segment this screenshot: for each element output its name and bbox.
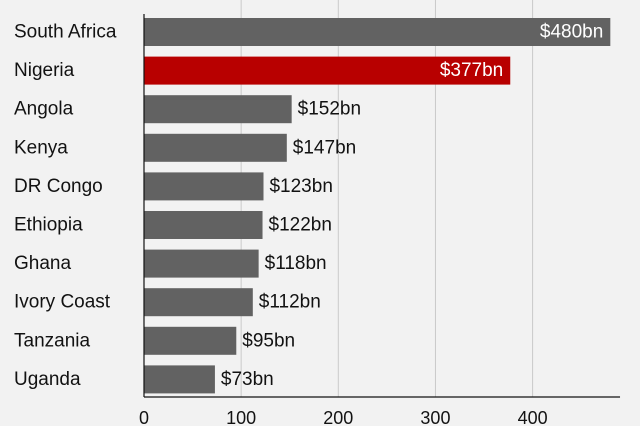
- value-label-ivory-coast: $112bn: [259, 292, 321, 313]
- category-label-angola: Angola: [14, 99, 74, 120]
- bar-ethiopia: [144, 211, 263, 239]
- value-label-dr-congo: $123bn: [269, 176, 332, 197]
- x-tick-label-0: 0: [139, 408, 149, 426]
- category-label-uganda: Uganda: [14, 369, 81, 390]
- x-tick-label-200: 200: [323, 408, 353, 426]
- bar-ivory-coast: [144, 288, 253, 317]
- value-label-ethiopia: $122bn: [269, 215, 332, 236]
- bar-kenya: [144, 133, 287, 162]
- value-label-angola: $152bn: [298, 99, 361, 120]
- category-label-ethiopia: Ethiopia: [14, 215, 83, 236]
- value-label-nigeria: $377bn: [440, 60, 503, 81]
- bar-dr-congo: [144, 172, 264, 201]
- value-labels: $480bn $377bn $152bn $147bn $123bn $122bn $118…: [221, 22, 603, 390]
- bar-nigeria: [144, 56, 511, 85]
- bars: [144, 18, 611, 394]
- category-label-nigeria: Nigeria: [14, 60, 75, 81]
- value-label-ghana: $118bn: [265, 253, 327, 274]
- value-label-south-africa: $480bn: [540, 22, 603, 43]
- x-tick-labels: 0 100 200 300 400: [139, 408, 548, 426]
- bar-angola: [144, 95, 292, 124]
- category-labels: South Africa Nigeria Angola Kenya DR Congo Et…: [14, 22, 117, 390]
- category-label-dr-congo: DR Congo: [14, 176, 103, 197]
- bar-south-africa: [144, 18, 611, 46]
- bar-uganda: [144, 365, 215, 394]
- bar-tanzania: [144, 326, 237, 355]
- category-label-tanzania: Tanzania: [14, 330, 90, 351]
- value-label-kenya: $147bn: [293, 137, 356, 158]
- x-tick-label-300: 300: [420, 408, 450, 426]
- x-tick-label-100: 100: [226, 408, 256, 426]
- x-tick-label-400: 400: [518, 408, 548, 426]
- category-label-ghana: Ghana: [14, 253, 71, 274]
- category-label-ivory-coast: Ivory Coast: [14, 292, 111, 313]
- bar-ghana: [144, 249, 259, 278]
- axes: [143, 14, 621, 398]
- value-label-uganda: $73bn: [221, 369, 274, 390]
- category-label-south-africa: South Africa: [14, 22, 117, 43]
- value-label-tanzania: $95bn: [242, 330, 295, 351]
- category-label-kenya: Kenya: [14, 137, 68, 158]
